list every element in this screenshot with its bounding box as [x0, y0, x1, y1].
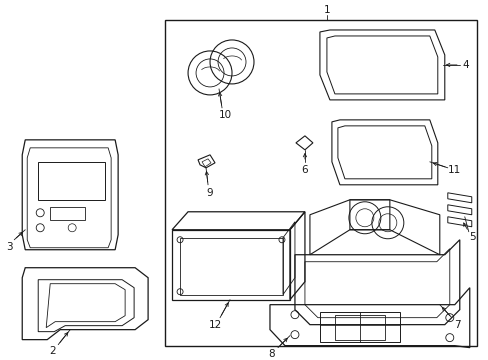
- Text: 9: 9: [206, 188, 213, 198]
- Polygon shape: [22, 268, 148, 339]
- Text: 7: 7: [453, 320, 460, 330]
- Text: 10: 10: [218, 110, 231, 120]
- Text: 3: 3: [6, 242, 13, 252]
- Text: 4: 4: [462, 60, 468, 70]
- Text: 11: 11: [447, 165, 461, 175]
- Bar: [165, 20, 476, 346]
- Polygon shape: [22, 140, 118, 250]
- Text: 5: 5: [468, 232, 475, 242]
- Polygon shape: [172, 230, 289, 300]
- Text: 2: 2: [49, 346, 56, 356]
- Text: 1: 1: [323, 5, 329, 15]
- Text: 6: 6: [301, 165, 307, 175]
- Text: 8: 8: [268, 348, 275, 359]
- Text: 12: 12: [208, 320, 221, 330]
